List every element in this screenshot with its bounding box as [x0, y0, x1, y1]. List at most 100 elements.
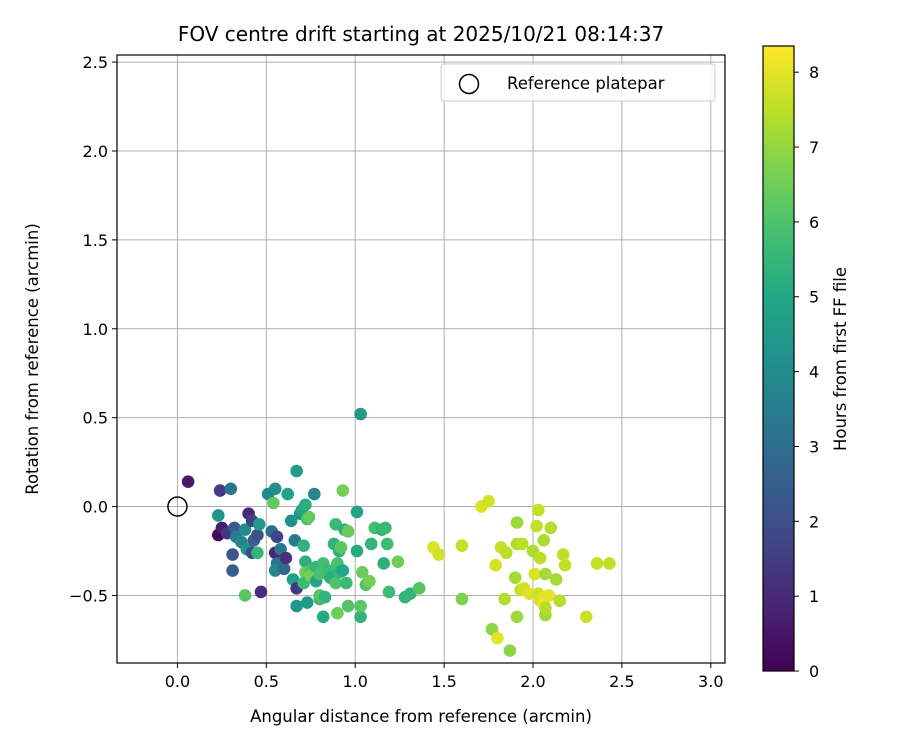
data-point [556, 548, 570, 561]
data-point [364, 537, 378, 551]
data-point [503, 644, 517, 657]
data-point [268, 482, 282, 496]
data-point [549, 573, 563, 586]
data-point [530, 519, 543, 533]
data-point [251, 528, 264, 542]
data-point [510, 516, 524, 529]
x-tick-label: 3.0 [698, 672, 723, 691]
data-point [603, 557, 616, 570]
colorbar-tick-label: 5 [809, 288, 819, 307]
data-point [528, 567, 542, 581]
legend-box [440, 63, 716, 102]
y-tick-label: 2.0 [83, 142, 108, 161]
data-point [254, 585, 268, 599]
data-point [340, 576, 353, 590]
x-tick-label: 2.0 [520, 672, 545, 691]
data-point [542, 589, 556, 602]
x-tick-label: 0.5 [254, 672, 279, 691]
x-tick-label: 1.5 [431, 672, 456, 691]
data-point [482, 494, 495, 508]
data-point [391, 555, 405, 568]
data-point [277, 562, 291, 576]
data-point [412, 582, 426, 595]
data-point [299, 498, 312, 512]
data-point [432, 548, 446, 561]
data-point [380, 537, 394, 551]
data-point [354, 610, 367, 624]
legend-label: Reference platepar [507, 74, 665, 93]
data-point [341, 599, 355, 613]
data-point [354, 599, 367, 613]
data-points [181, 407, 616, 657]
axes-frame [116, 54, 726, 664]
colorbar-tick-label: 1 [809, 587, 819, 606]
data-point [523, 587, 536, 600]
data-point [590, 557, 604, 570]
y-tick-label: −0.5 [69, 586, 108, 605]
y-axis-ticks: −0.5 0.0 0.5 1.0 1.5 2.0 2.5 [69, 53, 117, 605]
grid [117, 55, 725, 663]
y-tick-label: 1.0 [83, 320, 108, 339]
data-point [500, 546, 513, 560]
colorbar-tick-label: 0 [809, 662, 819, 681]
data-point [252, 518, 266, 531]
data-point [224, 482, 238, 496]
data-point [539, 567, 552, 581]
data-point [318, 590, 332, 604]
colorbar-tick-label: 4 [809, 363, 819, 382]
data-point [489, 558, 503, 572]
data-point [336, 564, 350, 577]
legend: Reference platepar [440, 63, 716, 102]
colorbar-tick-label: 8 [809, 63, 819, 82]
data-point [226, 564, 239, 577]
plot-area [117, 55, 725, 663]
y-tick-label: 1.5 [83, 231, 108, 250]
data-point [553, 594, 566, 608]
data-point [329, 576, 343, 590]
data-point [455, 539, 469, 552]
data-point [532, 503, 545, 517]
colorbar-tick-label: 6 [809, 213, 819, 232]
data-point [382, 585, 396, 599]
data-point [270, 530, 284, 544]
legend-marker-icon [458, 73, 480, 95]
data-point [510, 610, 524, 624]
data-point [238, 589, 252, 602]
data-point [539, 601, 552, 615]
data-point [334, 541, 348, 554]
data-point [279, 551, 293, 565]
data-point [290, 464, 303, 478]
data-point [300, 596, 314, 609]
data-point [336, 484, 350, 497]
data-point [356, 566, 369, 579]
data-point [331, 606, 344, 620]
data-point [350, 505, 364, 519]
data-point [281, 487, 295, 501]
reference-platepar-marker [167, 496, 188, 517]
data-point [498, 592, 511, 606]
data-point [316, 610, 330, 624]
data-point [350, 544, 364, 558]
x-tick-label: 0.0 [165, 672, 190, 691]
data-point [377, 557, 391, 570]
x-tick-label: 1.0 [342, 672, 367, 691]
data-point [251, 546, 264, 560]
data-point [491, 631, 504, 645]
colorbar-tick-label: 7 [809, 138, 819, 157]
data-point [544, 521, 558, 535]
data-point [455, 592, 469, 606]
y-tick-label: 2.5 [83, 53, 108, 72]
colorbar-tick-label: 2 [809, 512, 819, 531]
x-axis-ticks: 0.0 0.5 1.0 1.5 2.0 2.5 3.0 [165, 663, 724, 691]
data-point [212, 509, 225, 522]
data-point [363, 574, 376, 588]
y-tick-label: 0.0 [83, 498, 108, 517]
data-point [341, 525, 355, 538]
data-point [213, 484, 227, 497]
data-point [226, 548, 239, 561]
data-point [558, 558, 572, 572]
data-point [354, 407, 367, 421]
data-point [516, 537, 529, 551]
chart-title: FOV centre drift starting at 2025/10/21 … [178, 22, 664, 46]
